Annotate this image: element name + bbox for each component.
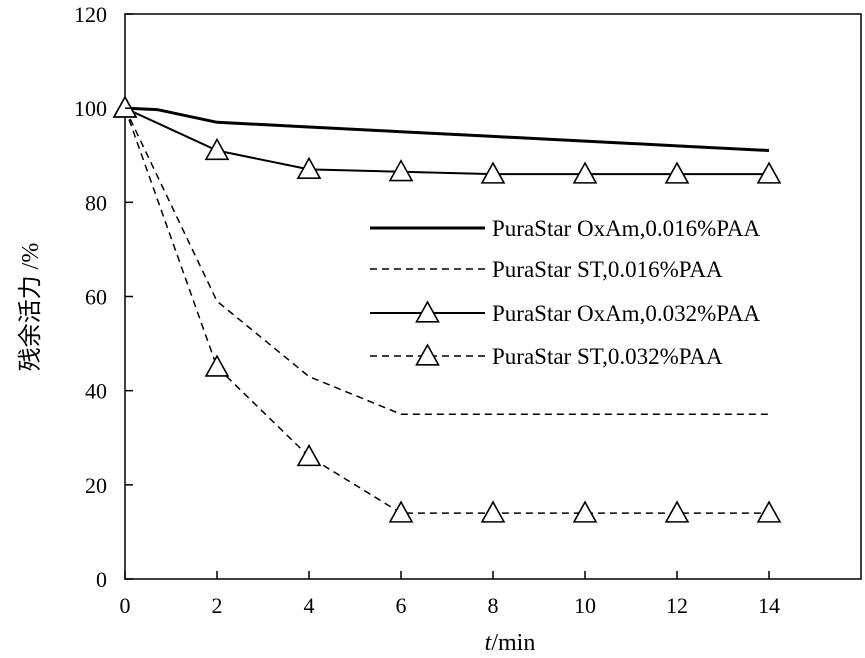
x-tick-label: 4 bbox=[304, 593, 315, 618]
legend-label-2: PuraStar ST,0.016%PAA bbox=[492, 257, 723, 282]
x-axis: 0 2 4 6 8 10 12 14 bbox=[120, 571, 780, 618]
series-4-point bbox=[204, 354, 230, 377]
y-tick-label: 60 bbox=[85, 285, 107, 310]
y-tick-label: 40 bbox=[85, 379, 107, 404]
series-3-point bbox=[572, 161, 598, 184]
series-4-point bbox=[112, 95, 138, 118]
legend-marker-3 bbox=[415, 300, 440, 323]
legend: PuraStar OxAm,0.016%PAA PuraStar ST,0.016… bbox=[370, 216, 761, 369]
series-4-point bbox=[388, 500, 414, 523]
x-tick-label: 2 bbox=[212, 593, 223, 618]
x-axis-title-symbol: t bbox=[485, 630, 493, 656]
series-4-point bbox=[664, 500, 690, 523]
x-tick-label: 14 bbox=[758, 593, 780, 618]
y-axis-title: 残余活力 /% bbox=[17, 243, 44, 372]
series-4-point bbox=[480, 500, 506, 523]
series-3-point bbox=[480, 161, 506, 184]
x-tick-label: 10 bbox=[574, 593, 596, 618]
x-axis-title: t/min bbox=[485, 630, 536, 656]
x-axis-title-unit: /min bbox=[491, 630, 535, 656]
legend-marker-4 bbox=[415, 343, 440, 366]
y-tick-label: 0 bbox=[96, 567, 107, 592]
y-axis: 0 20 40 60 80 100 120 bbox=[74, 2, 133, 592]
legend-label-3: PuraStar OxAm,0.032%PAA bbox=[492, 301, 761, 326]
series-3-point bbox=[388, 159, 414, 182]
x-tick-label: 8 bbox=[488, 593, 499, 618]
series-group bbox=[112, 95, 782, 523]
series-line-4 bbox=[124, 107, 769, 514]
legend-label-4: PuraStar ST,0.032%PAA bbox=[492, 344, 723, 369]
series-4-point bbox=[756, 500, 782, 523]
series-3-point bbox=[756, 161, 782, 184]
x-tick-label: 12 bbox=[666, 593, 688, 618]
legend-label-1: PuraStar OxAm,0.016%PAA bbox=[492, 216, 761, 241]
plot-area bbox=[124, 13, 862, 580]
series-4-point bbox=[296, 443, 322, 467]
series-4-point bbox=[572, 500, 598, 523]
series-line-3 bbox=[124, 107, 769, 176]
y-tick-label: 80 bbox=[85, 190, 107, 215]
x-tick-label: 6 bbox=[396, 593, 407, 618]
series-3-point bbox=[204, 137, 230, 161]
series-3-point bbox=[664, 161, 690, 184]
y-tick-label: 100 bbox=[74, 96, 107, 121]
series-3-point bbox=[296, 156, 322, 179]
series-line-2 bbox=[124, 107, 769, 415]
y-tick-label: 20 bbox=[85, 473, 107, 498]
plot-frame bbox=[124, 13, 862, 580]
y-tick-label: 120 bbox=[74, 2, 107, 27]
x-tick-label: 0 bbox=[120, 593, 131, 618]
series-line-1 bbox=[124, 106, 770, 153]
